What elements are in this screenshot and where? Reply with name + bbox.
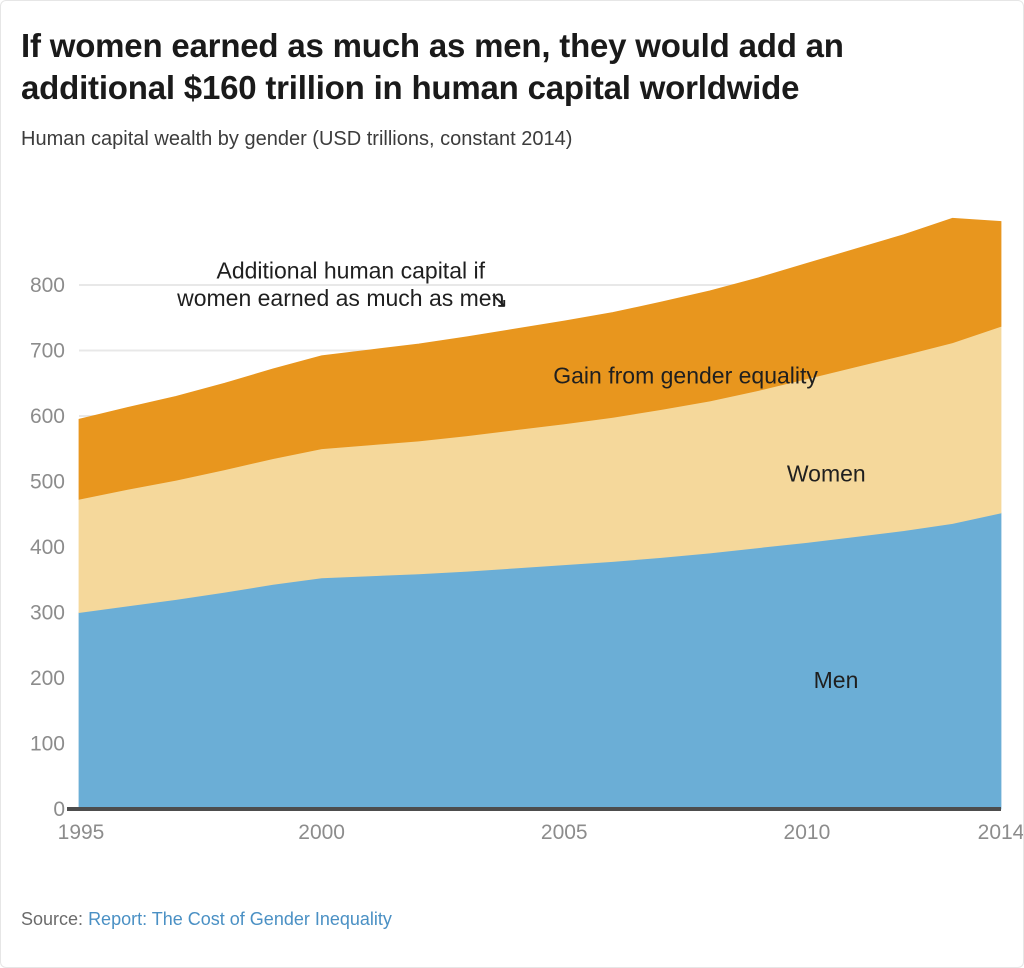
y-tick-label: 400: [30, 536, 65, 559]
chart-subtitle: Human capital wealth by gender (USD tril…: [21, 128, 573, 150]
chart-plot-area: 0 100 200 300 400 500 600 700 800 1995 2000 2005 20…: [1, 179, 1024, 889]
source-row: Source: Report: The Cost of Gender Inequ…: [21, 909, 392, 930]
x-axis-tick-labels: 1995 2000 2005 2010 2014: [58, 821, 1024, 844]
series-label-women: Women: [787, 461, 866, 487]
y-tick-label: 800: [30, 274, 65, 297]
y-tick-label: 700: [30, 340, 65, 363]
x-tick-label: 2000: [298, 821, 345, 844]
area-series-layer: [78, 217, 1002, 810]
y-tick-label: 200: [30, 667, 65, 690]
y-axis-tick-labels: 0 100 200 300 400 500 600 700 800: [30, 274, 65, 821]
source-link[interactable]: Report: The Cost of Gender Inequality: [88, 909, 392, 929]
series-inline-labels: Gain from gender equality Women Men: [553, 362, 865, 693]
series-label-gain: Gain from gender equality: [553, 362, 818, 388]
chart-title: If women earned as much as men, they wou…: [21, 27, 844, 106]
annotation-line-2: women earned as much as men: [176, 285, 504, 311]
y-tick-label: 500: [30, 471, 65, 494]
annotation-line-1: Additional human capital if: [216, 257, 485, 283]
x-tick-label: 2010: [784, 821, 831, 844]
y-tick-label: 300: [30, 602, 65, 625]
y-tick-label: 600: [30, 405, 65, 428]
source-prefix: Source:: [21, 909, 84, 929]
x-tick-label: 1995: [58, 821, 105, 844]
x-tick-label: 2005: [541, 821, 588, 844]
x-tick-label: 2014: [978, 821, 1024, 844]
y-tick-label: 100: [30, 733, 65, 756]
series-label-men: Men: [814, 667, 859, 693]
area-series-gain-from-gender-equality: [78, 217, 1002, 500]
stacked-area-chart: 0 100 200 300 400 500 600 700 800 1995 2000 2005 20…: [30, 217, 1024, 844]
y-tick-label: 0: [53, 798, 65, 821]
annotation-arrow-icon: ↘: [489, 286, 508, 312]
